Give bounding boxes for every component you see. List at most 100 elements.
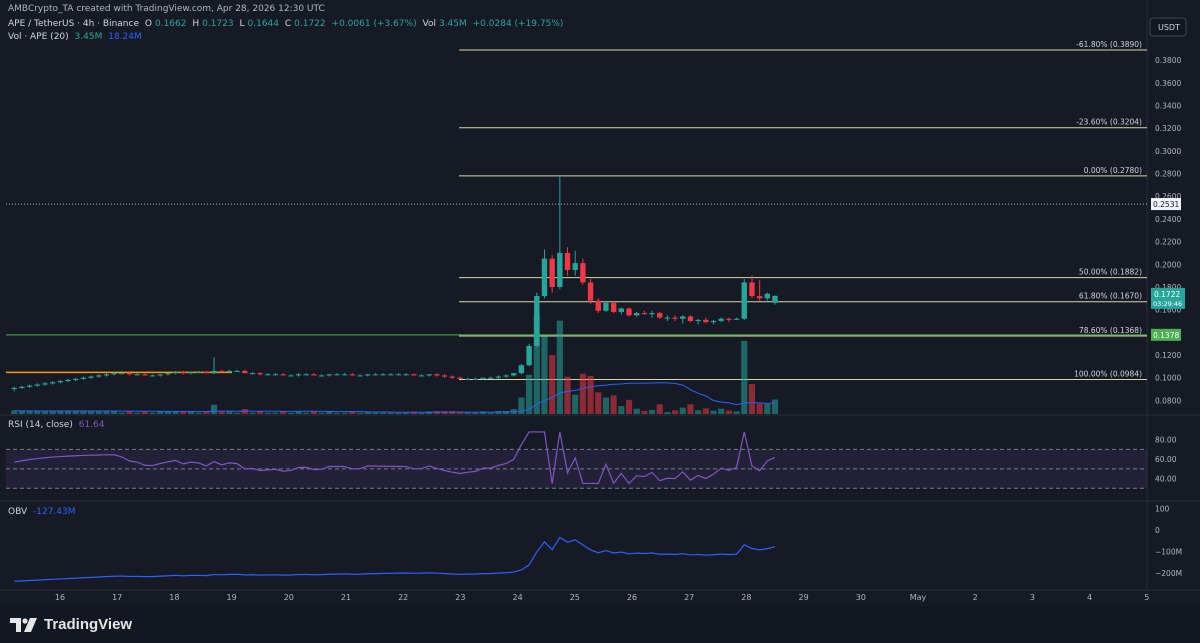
volume-bar [587, 375, 594, 414]
candle-body [142, 374, 148, 376]
o-label: O [144, 19, 152, 29]
o-value: 0.1662 [154, 19, 187, 29]
rsi-tick-label: 40.00 [1155, 475, 1177, 484]
x-tick-label: 27 [684, 593, 694, 602]
candle-body [587, 282, 594, 301]
candle-body [249, 373, 256, 375]
obv-tick-label: −100M [1155, 547, 1182, 556]
volume-indicator-row[interactable]: Vol · APE (20) 3.45M 18.24M [8, 32, 145, 42]
price-tick-label: 0.3400 [1155, 102, 1181, 111]
volume-bar [264, 412, 271, 414]
x-tick-label: 22 [398, 593, 408, 602]
candle-body [119, 373, 125, 375]
candle-body [580, 263, 586, 283]
h-label: H [192, 19, 200, 29]
candle-body [272, 374, 279, 376]
x-tick-label: 29 [799, 593, 809, 602]
rsi-title: RSI (14, close) [8, 420, 73, 430]
candle-body [180, 372, 186, 374]
volume-bar [502, 411, 510, 414]
volume-bar [249, 412, 256, 414]
tradingview-brand[interactable]: TradingView [10, 616, 132, 633]
volume-bar [748, 384, 756, 414]
candle-body [19, 386, 25, 388]
price-tick-label: 0.1200 [1155, 351, 1181, 360]
currency-badge [1149, 17, 1187, 37]
candle-body [434, 374, 440, 376]
x-tick-label: 20 [284, 593, 294, 602]
l-label: L [239, 19, 245, 29]
vol-value: 3.45M [438, 19, 467, 29]
currency-label: USDT [1158, 23, 1180, 32]
volume-bar [695, 410, 702, 414]
volume-bar [648, 409, 656, 414]
candle-body [188, 372, 194, 374]
volume-bar [333, 412, 341, 414]
candle-body [380, 374, 386, 376]
dotted-price-badge [1151, 198, 1181, 211]
volume-bar [356, 412, 364, 414]
candle-body [511, 373, 517, 376]
candle-body [610, 302, 617, 312]
volume-bar [280, 411, 287, 414]
price-tick-label: 0.0800 [1155, 396, 1181, 405]
candle-body [26, 385, 33, 387]
price-tick-label: 0.2000 [1155, 260, 1181, 269]
candle-body [334, 374, 340, 376]
volume-bar [456, 411, 464, 414]
volume-bar [733, 411, 740, 414]
change-value: +0.0061 (+3.67%) [331, 19, 417, 29]
volume-bar [195, 412, 202, 414]
candle-body [65, 379, 71, 382]
volume-bar [487, 412, 494, 414]
rsi-line [14, 431, 776, 485]
volume-bar [426, 411, 433, 414]
chart-canvas[interactable]: USDT 0.3800 0.3600 0.3400 0.3200 0.3000 0.2800… [0, 0, 1200, 606]
x-tick-label: 16 [55, 593, 65, 602]
volume-bar [341, 412, 348, 414]
candle-body [503, 375, 509, 377]
volume-bar [226, 411, 233, 414]
x-tick-label: May [910, 593, 927, 602]
volume-bar [641, 411, 648, 414]
candle-body [703, 319, 709, 323]
volume-bar [11, 410, 18, 414]
volume-bar [664, 412, 671, 414]
vol-change-value: +0.0284 (+19.75%) [472, 19, 564, 29]
candle-body [157, 374, 163, 376]
candle-body [195, 372, 202, 374]
support-price-badge [1151, 328, 1181, 341]
candle-body [234, 370, 240, 372]
tradingview-brand-name: TradingView [44, 616, 133, 633]
volume-bar [164, 411, 172, 414]
x-tick-label: 2 [973, 593, 978, 602]
volume-bar [364, 411, 371, 414]
volume-bar [771, 399, 779, 414]
volume-bar [679, 407, 686, 414]
candle-body [626, 308, 632, 316]
current-price-badge [1151, 287, 1185, 309]
price-tick-label: 0.3000 [1155, 147, 1181, 156]
candle-body [80, 377, 87, 379]
obv-header[interactable]: OBV -127.43M [8, 507, 79, 517]
candle-body [633, 313, 640, 316]
volume-bar [141, 411, 148, 414]
candle-body [49, 382, 56, 384]
volume-bar [95, 411, 102, 414]
price-tick-label: 0.3200 [1155, 124, 1181, 133]
volume-bar [710, 410, 717, 414]
candle-body [341, 374, 348, 376]
volume-bar [556, 320, 563, 414]
candle-body [749, 282, 755, 297]
volume-bar [702, 408, 709, 414]
vol-indicator-name: Vol · APE (20) [8, 32, 69, 42]
volume-bar [218, 411, 225, 414]
countdown-label: 03:29:46 [1153, 300, 1182, 308]
obv-tick-label: 0 [1155, 526, 1160, 535]
rsi-header[interactable]: RSI (14, close) 61.64 [8, 420, 108, 430]
volume-bar [579, 373, 586, 414]
volume-bar [595, 392, 602, 414]
candle-body [464, 378, 471, 380]
